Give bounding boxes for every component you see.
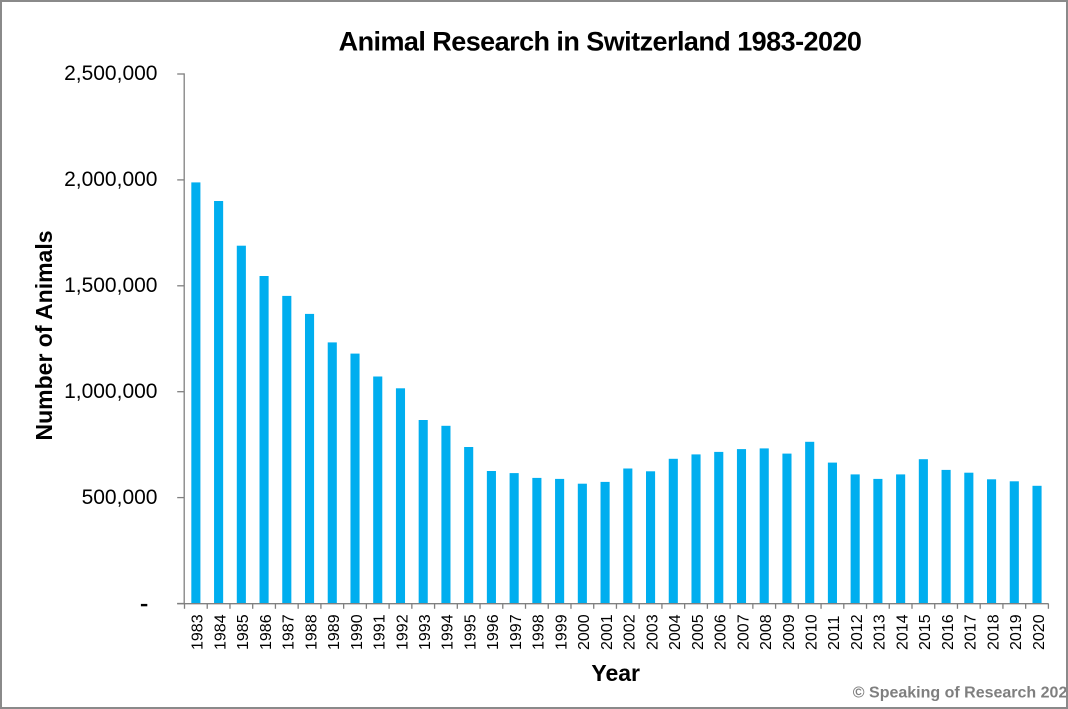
svg-text:1983: 1983 (190, 614, 207, 650)
svg-text:Number of Animals: Number of Animals (31, 230, 57, 440)
svg-text:500,000: 500,000 (82, 486, 158, 509)
svg-text:2012: 2012 (849, 614, 866, 650)
svg-text:2008: 2008 (758, 614, 775, 650)
svg-text:1998: 1998 (531, 614, 548, 650)
svg-text:2010: 2010 (803, 614, 820, 650)
svg-text:2000: 2000 (576, 614, 593, 650)
svg-text:2,000,000: 2,000,000 (64, 168, 157, 191)
svg-text:1984: 1984 (212, 614, 229, 650)
svg-text:1989: 1989 (326, 614, 343, 650)
svg-text:1993: 1993 (417, 614, 434, 650)
svg-text:2009: 2009 (781, 614, 798, 650)
svg-text:1988: 1988 (303, 614, 320, 650)
svg-text:2005: 2005 (690, 614, 707, 650)
svg-text:1995: 1995 (462, 614, 479, 650)
svg-text:2018: 2018 (985, 614, 1002, 650)
svg-text:1992: 1992 (394, 614, 411, 650)
svg-text:1996: 1996 (485, 614, 502, 650)
svg-text:1,500,000: 1,500,000 (64, 274, 157, 297)
svg-text:2015: 2015 (917, 614, 934, 650)
svg-text:2001: 2001 (599, 614, 616, 650)
svg-text:1986: 1986 (258, 614, 275, 650)
svg-text:2006: 2006 (713, 614, 730, 650)
svg-text:2,500,000: 2,500,000 (64, 62, 157, 85)
svg-text:Animal Research in Switzerland: Animal Research in Switzerland 1983-2020 (339, 27, 862, 57)
svg-text:2016: 2016 (940, 614, 957, 650)
svg-text:1997: 1997 (508, 614, 525, 650)
svg-text:2004: 2004 (667, 614, 684, 650)
svg-text:2017: 2017 (963, 614, 980, 650)
svg-text:1987: 1987 (281, 614, 298, 650)
svg-text:2003: 2003 (644, 614, 661, 650)
svg-text:2007: 2007 (735, 614, 752, 650)
svg-text:1999: 1999 (553, 614, 570, 650)
svg-text:1991: 1991 (372, 614, 389, 650)
svg-text:2013: 2013 (872, 614, 889, 650)
svg-text:2019: 2019 (1008, 614, 1025, 650)
svg-text:2011: 2011 (826, 615, 843, 650)
svg-text:1,000,000: 1,000,000 (64, 380, 157, 403)
svg-text:2014: 2014 (894, 614, 911, 650)
svg-text:© Speaking of Research 2021: © Speaking of Research 2021 (853, 685, 1068, 702)
svg-text:1990: 1990 (349, 614, 366, 650)
svg-text:1985: 1985 (235, 614, 252, 650)
svg-text:Year: Year (591, 660, 640, 686)
svg-text:2020: 2020 (1031, 614, 1048, 650)
svg-text:2002: 2002 (622, 614, 639, 650)
svg-text:1994: 1994 (440, 614, 457, 650)
